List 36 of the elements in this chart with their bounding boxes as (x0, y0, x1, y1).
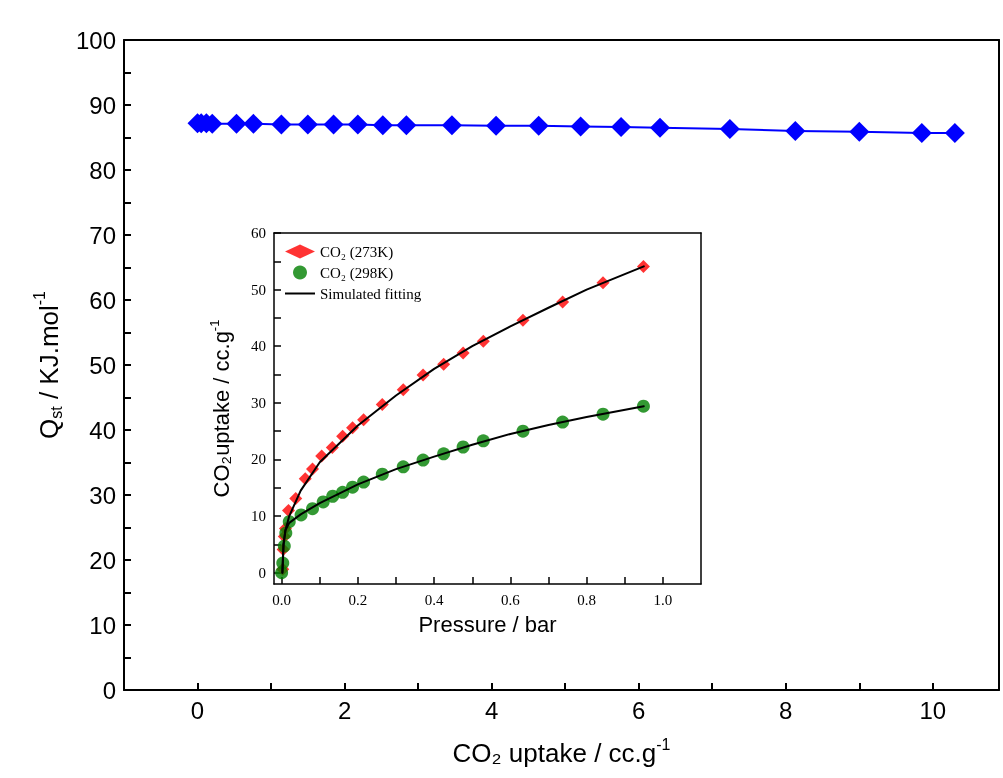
y-tick-label: 40 (251, 338, 266, 355)
x-tick-label: 0.8 (577, 591, 596, 608)
y-tick-label: 40 (89, 416, 116, 444)
y-tick-label: 10 (89, 611, 116, 639)
x-tick-label: 4 (484, 696, 499, 724)
y-tick-label: 60 (89, 286, 116, 314)
x-tick-label: 6 (632, 696, 646, 724)
x-tick-label: 0 (190, 696, 205, 724)
y-tick-label: 30 (251, 394, 266, 411)
x-tick-label: 1.0 (653, 591, 673, 608)
x-tick-label: 0.6 (501, 591, 521, 608)
y-axis-title: CO₂uptake / cc.g-1 (206, 319, 235, 498)
legend-label: CO₂ (273K) (320, 243, 394, 261)
y-tick-label: 20 (251, 451, 266, 468)
x-tick-label: 2 (337, 696, 352, 724)
y-tick-label: 70 (89, 221, 116, 249)
legend-label: Simulated fitting (320, 285, 422, 302)
y-tick-label: 60 (251, 225, 266, 241)
y-tick-label: 30 (89, 481, 116, 509)
x-tick-label: 10 (919, 696, 947, 724)
y-tick-label: 20 (89, 546, 116, 574)
x-tick-label: 0.0 (272, 591, 291, 608)
y-tick-label: 80 (89, 156, 116, 184)
y-tick-label: 50 (89, 351, 116, 379)
x-tick-label: 0.4 (424, 591, 444, 608)
y-tick-label: 10 (251, 508, 266, 525)
x-tick-label: 0.2 (348, 591, 368, 608)
y-tick-label: 90 (89, 91, 116, 119)
y-tick-label: 100 (75, 26, 116, 54)
x-axis-title: Pressure / bar (418, 611, 557, 637)
y-tick-label: 0 (102, 676, 116, 704)
y-tick-label: 50 (251, 281, 266, 298)
y-axis-title: Qst / KJ.mol-1 (31, 290, 66, 440)
y-tick-label: 0 (258, 564, 266, 581)
legend-label: CO₂ (298K) (320, 264, 394, 282)
x-tick-label: 8 (779, 696, 793, 724)
